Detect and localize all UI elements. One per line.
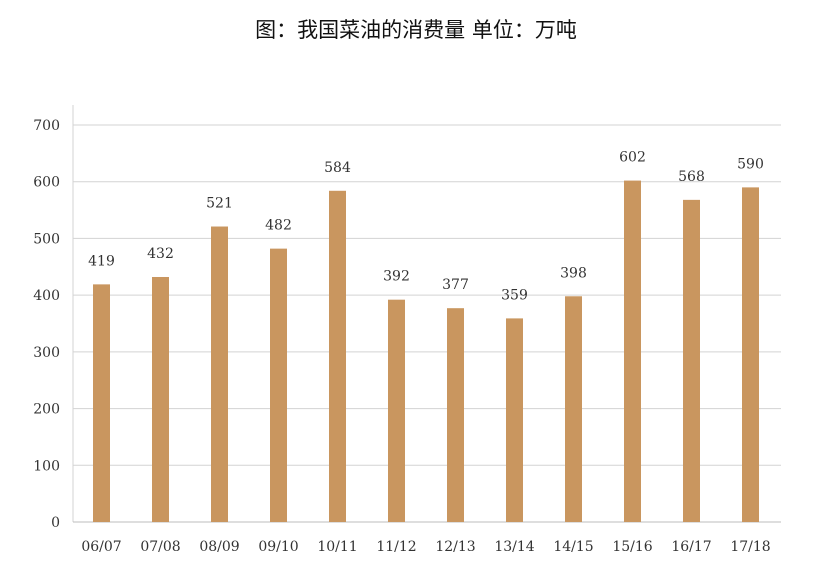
x-tick-label: 12/13	[435, 539, 475, 555]
bar-07-08	[152, 276, 169, 522]
x-tick-label: 17/18	[730, 539, 770, 555]
x-tick-label: 16/17	[671, 539, 711, 555]
data-label: 398	[560, 265, 587, 281]
x-tick-label: 15/16	[612, 539, 652, 555]
axes	[72, 105, 781, 523]
x-tick-label: 11/12	[376, 539, 416, 555]
y-tick-label: 200	[33, 402, 60, 418]
bar-15-16	[624, 180, 641, 522]
bar-16-17	[683, 199, 700, 522]
bar-11-12	[388, 299, 405, 522]
x-tick-label: 08/09	[199, 539, 239, 555]
data-label: 602	[619, 150, 646, 166]
data-label: 392	[383, 269, 410, 285]
data-label: 482	[265, 218, 292, 234]
y-tick-labels: 0 100 200 300 400 500 600 700	[33, 118, 60, 531]
bar-17-18	[742, 187, 759, 522]
bars	[93, 180, 759, 523]
grid-lines	[73, 124, 781, 466]
bar-08-09	[211, 226, 228, 523]
y-tick-label: 300	[33, 345, 60, 361]
data-label: 584	[324, 160, 351, 176]
bar-06-07	[93, 284, 110, 522]
data-label: 521	[206, 196, 233, 212]
x-tick-label: 07/08	[140, 539, 180, 555]
chart-title: 图：我国菜油的消费量 单位：万吨	[255, 18, 577, 42]
data-label: 377	[442, 277, 469, 293]
bar-13-14	[506, 318, 523, 522]
x-tick-label: 14/15	[553, 539, 593, 555]
x-tick-label: 13/14	[494, 539, 534, 555]
y-tick-label: 0	[51, 515, 60, 531]
x-tick-labels: 06/07 07/08 08/09 09/10 10/11 11/12 12/13 13/14…	[81, 539, 770, 555]
bar-14-15	[565, 296, 582, 522]
data-label: 419	[88, 253, 115, 269]
bar-10-11	[329, 190, 346, 522]
y-tick-label: 600	[33, 175, 60, 191]
data-label: 590	[737, 156, 764, 172]
y-tick-label: 100	[33, 458, 60, 474]
y-tick-label: 400	[33, 288, 60, 304]
x-tick-label: 10/11	[317, 539, 357, 555]
data-label: 568	[678, 169, 705, 185]
data-labels: 419 432 521 482 584 392 377 359 398 602 568 590	[88, 150, 764, 304]
y-tick-label: 500	[33, 231, 60, 247]
data-label: 432	[147, 246, 174, 262]
x-tick-label: 09/10	[258, 539, 298, 555]
bar-12-13	[447, 308, 464, 522]
data-label: 359	[501, 287, 528, 303]
y-tick-label: 700	[33, 118, 60, 134]
bar-09-10	[270, 248, 287, 522]
x-tick-label: 06/07	[81, 539, 121, 555]
